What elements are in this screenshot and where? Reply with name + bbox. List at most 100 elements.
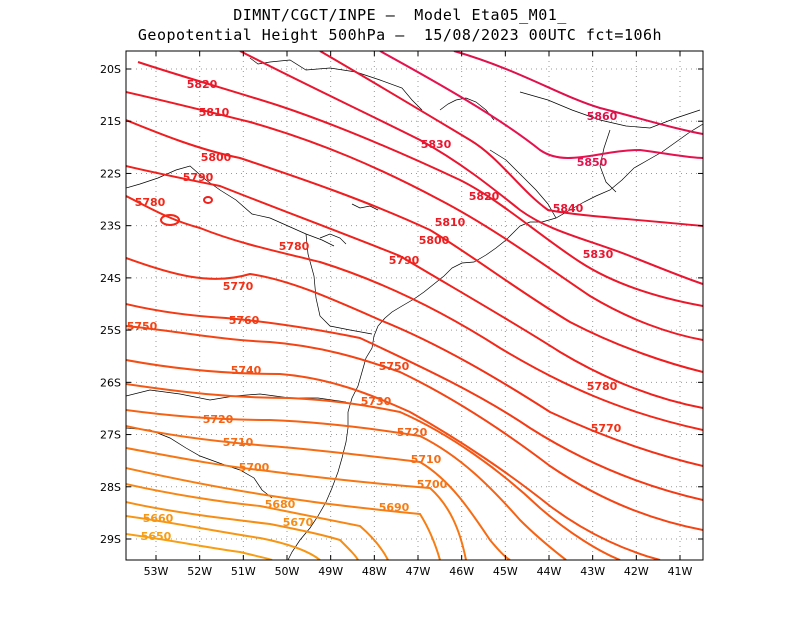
lat-tick-label: 27S	[100, 429, 121, 442]
contour-label-5780: 5780	[279, 240, 310, 253]
contour-line-5810	[126, 91, 703, 341]
graticule	[126, 51, 703, 560]
contour-label-5720: 5720	[397, 426, 428, 439]
contour-line-5670	[126, 501, 359, 560]
contour-line-5660	[126, 515, 321, 560]
lat-tick-label: 26S	[100, 376, 121, 389]
map-title-line2: Geopotential Height 500hPa – 15/08/2023 …	[137, 26, 663, 44]
coastline-south	[287, 317, 386, 560]
contour-label-5670: 5670	[283, 516, 314, 529]
contour-line-5850	[379, 51, 703, 159]
map-title-line1: DIMNT/CGCT/INPE – Model Eta05_M01_	[233, 6, 567, 24]
axis-ticks: 53W 52W 51W 50W 49W 48W 47W 46W 45W 44W 43W 42W 41W 2…	[100, 51, 703, 578]
state-border-1	[249, 57, 423, 111]
contour-label-5650: 5650	[141, 530, 172, 543]
reservoir-2	[351, 203, 379, 211]
lon-tick-label: 43W	[580, 565, 605, 578]
contour-line-5800	[126, 119, 703, 373]
lon-tick-label: 41W	[668, 565, 693, 578]
contour-label-5800: 5800	[201, 151, 232, 164]
lon-tick-label: 44W	[537, 565, 562, 578]
contour-line-5820	[137, 61, 703, 307]
contour-label-5680: 5680	[265, 498, 296, 511]
contour-line-5720	[126, 409, 567, 560]
state-border-5	[126, 427, 273, 499]
contour-line-5730	[126, 383, 621, 560]
state-border-6	[489, 149, 557, 219]
contour-line-5710	[126, 425, 511, 560]
contour-line-5760	[126, 303, 703, 501]
contour-layer	[126, 51, 703, 560]
lon-tick-label: 53W	[144, 565, 169, 578]
lon-tick-label: 42W	[624, 565, 649, 578]
contour-label-5750: 5750	[379, 360, 410, 373]
contour-label-5660: 5660	[143, 512, 174, 525]
contour-line-5650	[126, 533, 273, 560]
lon-tick-label: 52W	[187, 565, 212, 578]
coastline-and-borders	[126, 57, 703, 560]
state-border-8	[519, 91, 701, 129]
contour-label-5770: 5770	[223, 280, 254, 293]
contour-label-5840: 5840	[553, 202, 584, 215]
contour-line-5840	[319, 51, 703, 227]
contour-line-5680	[126, 483, 389, 560]
contour-label-5710: 5710	[223, 436, 254, 449]
lat-tick-label: 25S	[100, 324, 121, 337]
plot-frame	[125, 50, 704, 561]
contour-line-5750	[126, 325, 703, 531]
lat-tick-label: 28S	[100, 481, 121, 494]
contour-line-5770	[126, 257, 703, 467]
reservoir-1	[439, 97, 495, 121]
lon-tick-label: 51W	[231, 565, 256, 578]
contour-label-5690: 5690	[379, 501, 410, 514]
reservoir-3	[319, 233, 347, 245]
contour-line-5740	[126, 359, 661, 560]
contour-label-5850: 5850	[577, 156, 608, 169]
coastline	[384, 123, 703, 319]
lat-tick-label: 21S	[100, 115, 121, 128]
lon-tick-label: 45W	[493, 565, 518, 578]
lat-tick-label: 24S	[100, 272, 121, 285]
lat-tick-label: 29S	[100, 533, 121, 546]
contour-label-5770: 5770	[591, 422, 622, 435]
lat-tick-label: 20S	[100, 63, 121, 76]
contour-line-5830	[239, 51, 703, 285]
contour-label-5800: 5800	[419, 234, 450, 247]
contour-label-5780: 5780	[587, 380, 618, 393]
contour-label-5700: 5700	[417, 478, 448, 491]
contour-label-5830: 5830	[421, 138, 452, 151]
lat-tick-label: 23S	[100, 220, 121, 233]
closed-contour-5790	[203, 196, 213, 204]
state-border-3	[305, 233, 373, 335]
contour-label-5820: 5820	[187, 78, 218, 91]
contour-label-5700: 5700	[239, 461, 270, 474]
contour-label-5740: 5740	[231, 364, 262, 377]
contour-label-5860: 5860	[587, 110, 618, 123]
lon-tick-label: 46W	[449, 565, 474, 578]
contour-label-5790: 5790	[183, 171, 214, 184]
contour-label-5810: 5810	[199, 106, 230, 119]
contour-label-layer: 5860585058405830583058205820581058105800…	[127, 78, 622, 543]
lon-tick-label: 50W	[275, 565, 300, 578]
contour-label-5760: 5760	[229, 314, 260, 327]
contour-label-5730: 5730	[361, 395, 392, 408]
contour-line-5690	[126, 467, 441, 560]
lon-tick-label: 49W	[318, 565, 343, 578]
contour-label-5810: 5810	[435, 216, 466, 229]
state-border-2	[126, 165, 335, 247]
contour-line-5780	[126, 195, 703, 431]
contour-label-5720: 5720	[203, 413, 234, 426]
contour-label-5710: 5710	[411, 453, 442, 466]
contour-line-5790	[126, 165, 703, 409]
lon-tick-label: 47W	[406, 565, 431, 578]
contour-line-5860	[453, 51, 703, 135]
closed-contour-5780	[160, 214, 180, 226]
lat-tick-label: 22S	[100, 167, 121, 180]
contour-label-5780: 5780	[135, 196, 166, 209]
contour-label-5750: 5750	[127, 320, 158, 333]
contour-label-5790: 5790	[389, 254, 420, 267]
state-border-7	[599, 129, 617, 193]
contour-label-5830: 5830	[583, 248, 614, 261]
lon-tick-label: 48W	[362, 565, 387, 578]
